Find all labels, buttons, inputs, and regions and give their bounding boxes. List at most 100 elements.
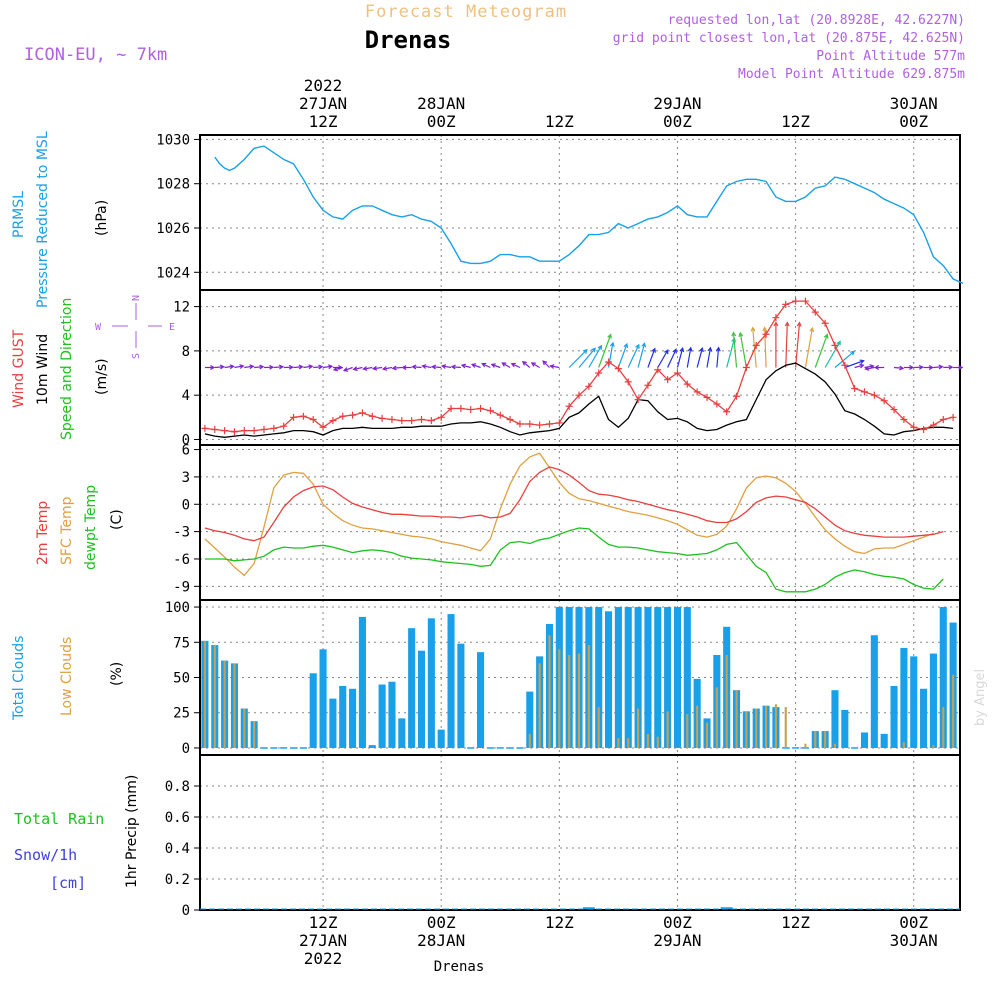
total-cloud-bar [329,698,337,748]
wind-arrow-shaft [785,322,788,368]
wind-arrow [342,366,353,372]
wind-arrow-shaft [451,366,461,369]
gust-marker [418,416,426,424]
wind-arrow [773,321,779,368]
low-cloud-bar [587,645,590,748]
wind-arrow-head [635,343,640,349]
time-axis-label: 2022 [304,76,343,95]
total-cloud-bar [634,607,642,748]
wind-arrow [588,344,602,368]
gridpoint-coords: grid point closest lon,lat (20.875E, 42.… [613,31,965,46]
wind-arrow-shaft [794,322,801,368]
wind-arrow-head [918,364,924,370]
wind-arrow-shaft [696,348,703,368]
wind-arrow-shaft [739,332,747,368]
y-tick-label: 0 [182,497,190,513]
wind-arrow-shaft [522,361,531,368]
wind-arrow-shaft [804,328,813,368]
panel-frame [199,754,961,911]
wind-arrow-head [530,362,536,367]
wind-arrow-shaft [412,366,422,369]
wind-arrow-head [641,342,647,348]
wind-arrow-shaft [588,345,602,368]
y-tick-label: 0.4 [165,841,190,857]
low-cloud-bar [597,707,600,748]
wind-arrow-shaft [442,365,452,369]
wind-arrow [204,365,216,370]
gust-marker [811,308,819,316]
wind-arrow [913,364,924,370]
wind-arrow-shaft [676,348,684,368]
gust-marker [614,365,622,373]
y-tick-label: 75 [173,635,190,651]
gust-marker [309,416,317,424]
point-altitude: Point Altitude 577m [816,49,965,64]
model-altitude: Model Point Altitude 629.875m [738,67,965,82]
clouds-label-total: Total Clouds [11,636,27,721]
time-axis-label: 28JAN [417,94,465,113]
total-cloud-bar [457,643,465,748]
wind-arrow-shaft [550,365,560,369]
y-tick-label: 1024 [156,265,190,281]
wind-arrow-head [699,346,704,353]
time-axis-label: 00Z [427,913,456,932]
compass-w: W [95,322,102,333]
wind-arrow-shaft [844,360,864,369]
wind-arrow [873,365,885,370]
total-cloud-bar [831,690,839,748]
gust-marker [624,378,632,386]
y-tick-label: 100 [165,600,190,616]
wind-arrow-shaft [933,366,943,369]
wind-arrow [542,360,550,368]
gust-marker [240,427,248,435]
gust-marker [782,300,790,308]
wind-arrow [303,364,314,370]
wind-arrow-shaft [363,366,373,370]
wind-arrow-shaft [244,365,254,369]
low-cloud-bar [745,711,748,748]
low-cloud-bar [203,640,206,748]
gust-marker [870,391,878,399]
y-tick-label: 1026 [156,221,190,237]
wind-arrow-head [609,341,615,347]
gust-marker [585,382,593,390]
wind-gust-markers [201,297,957,436]
gust-marker [358,409,366,417]
wind-arrow-head [332,366,339,372]
temp-tick-labels: -9 -6 -3 0 3 6 [173,443,190,596]
wind-arrow-shaft [531,362,540,369]
low-cloud-bar [784,707,787,748]
wind-arrow [263,364,275,370]
time-axis-label: 29JAN [653,94,701,113]
wind-arrow-head [762,326,768,332]
low-cloud-bar [804,743,807,748]
low-cloud-bar [656,736,659,748]
gust-marker [831,341,839,349]
wind-arrow [893,365,905,371]
low-cloud-bar [253,721,256,748]
wind-arrow-head [481,362,487,368]
wind-arrow-shaft [647,348,656,368]
wind-arrow-shaft [293,366,303,369]
y-tick-label: 0 [182,741,190,757]
gust-marker [526,420,534,428]
wind-arrow [322,364,334,370]
wind-arrow [617,342,629,368]
wind-arrow-shaft [234,365,244,369]
gust-marker [201,424,209,432]
total-cloud-bar [417,650,426,748]
y-tick-label: -9 [173,579,190,595]
wind-arrow [814,333,829,368]
wind-arrow-head [750,326,756,332]
wind-arrow [254,364,265,370]
wind-arrow-head [859,359,865,365]
gust-marker [575,391,583,399]
wind-arrow-shaft [373,366,383,370]
total-cloud-bar [624,607,632,748]
wind-arrow [647,347,656,368]
wind-arrow [450,364,461,370]
wind-arrow [421,364,432,369]
wind-arrow-head [899,365,905,371]
gust-marker [388,416,396,424]
